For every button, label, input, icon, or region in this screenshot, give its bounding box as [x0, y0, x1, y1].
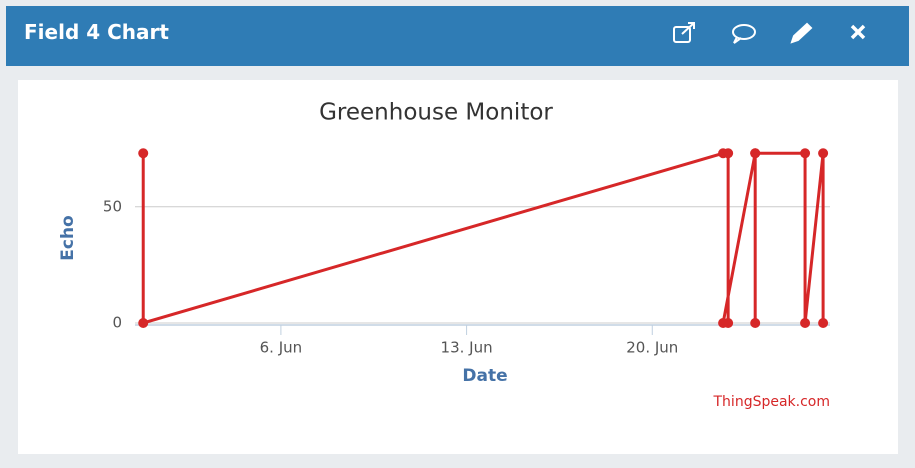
data-point: [138, 148, 149, 159]
data-point: [718, 318, 729, 328]
close-icon[interactable]: [850, 24, 866, 40]
data-point: [750, 318, 761, 328]
chart-panel: [18, 80, 898, 454]
x-tick-label: 13. Jun: [441, 339, 493, 357]
y-axis-label: Echo: [58, 215, 78, 260]
edit-icon[interactable]: [790, 22, 813, 44]
data-point: [138, 318, 149, 328]
data-point: [818, 148, 829, 159]
y-tick-label: 50: [103, 197, 122, 215]
comment-icon[interactable]: [732, 24, 756, 44]
x-tick-label: 20. Jun: [626, 339, 678, 357]
x-axis-label: Date: [462, 366, 507, 386]
panel-title: Field 4 Chart: [24, 20, 169, 44]
credit: ThingSpeak.com: [713, 394, 831, 410]
chart-title: Greenhouse Monitor: [319, 100, 553, 126]
data-point: [800, 318, 811, 328]
panel-header: Field 4 Chart: [6, 6, 909, 66]
data-point: [750, 148, 761, 159]
data-point: [818, 318, 829, 328]
open-icon[interactable]: [673, 22, 695, 43]
data-point: [723, 148, 734, 159]
y-tick-label: 0: [112, 314, 122, 332]
panel-icons: [673, 22, 866, 44]
x-tick-label: 6. Jun: [260, 339, 303, 357]
data-point: [800, 148, 811, 159]
data-line: [141, 151, 825, 326]
